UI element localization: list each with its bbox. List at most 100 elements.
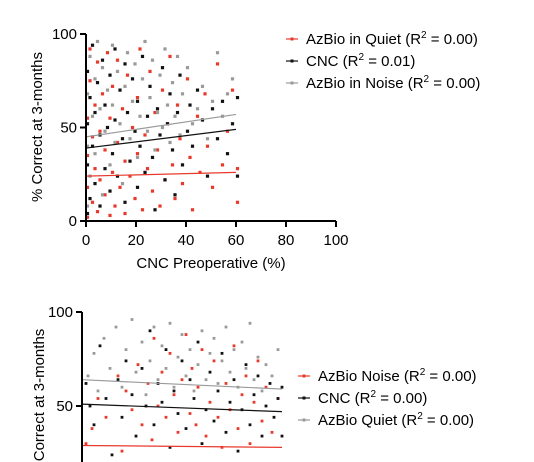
- point-azbio-noise: [200, 348, 204, 351]
- point-azbio-in-quiet: [113, 204, 117, 208]
- plot-1-y-axis-label: % Correct at 3-months: [29, 52, 46, 202]
- point-cnc: [93, 110, 97, 115]
- point-cnc: [103, 103, 107, 107]
- legend-label-azbio-noise: AzBio Noise (R2 = 0.00): [318, 367, 477, 385]
- point-azbio-noise: [264, 385, 268, 389]
- point-azbio-quiet: [220, 359, 224, 363]
- point-azbio-noise: [232, 344, 236, 348]
- point-cnc: [210, 107, 215, 111]
- point-azbio-in-noise: [85, 204, 90, 208]
- point-cnc: [276, 397, 280, 400]
- point-azbio-in-quiet: [203, 92, 207, 96]
- point-cnc: [113, 47, 117, 51]
- plot-1-legend: AzBio in Quiet (R2 = 0.00) CNC (R2 = 0.01…: [286, 30, 480, 92]
- point-azbio-quiet: [264, 363, 268, 367]
- point-cnc: [225, 152, 230, 156]
- point-cnc: [158, 133, 162, 137]
- point-azbio-in-noise: [230, 77, 235, 81]
- point-cnc: [173, 193, 177, 197]
- point-azbio-quiet: [148, 359, 152, 363]
- point-azbio-noise: [90, 427, 94, 430]
- point-cnc: [260, 434, 264, 438]
- y-tick-label: 100: [52, 26, 77, 43]
- point-cnc: [195, 88, 200, 92]
- point-cnc: [165, 122, 170, 126]
- point-azbio-quiet: [164, 367, 168, 370]
- point-azbio-in-noise: [110, 43, 115, 47]
- x-tick-label: 80: [278, 232, 295, 249]
- point-azbio-in-noise: [118, 122, 122, 126]
- point-cnc: [135, 185, 140, 189]
- point-azbio-in-quiet: [85, 215, 90, 219]
- legend-label-cnc: CNC (R2 = 0.00): [318, 389, 427, 407]
- point-azbio-in-noise: [175, 54, 180, 59]
- point-azbio-in-noise: [215, 51, 220, 55]
- point-cnc: [184, 427, 188, 430]
- plot-2: 50 100 Correct at 3-months AzBio Noise (R…: [31, 304, 477, 462]
- point-azbio-noise: [150, 438, 154, 442]
- point-azbio-in-quiet: [88, 79, 92, 83]
- point-azbio-quiet: [256, 355, 260, 359]
- point-cnc: [205, 174, 210, 178]
- y-tick-label: 50: [56, 398, 73, 415]
- point-azbio-in-quiet: [153, 110, 157, 115]
- point-azbio-in-noise: [153, 148, 157, 152]
- point-azbio-in-quiet: [123, 159, 127, 163]
- point-azbio-in-quiet: [98, 129, 102, 133]
- x-tick-label: 40: [178, 232, 195, 249]
- point-azbio-in-quiet: [215, 62, 220, 66]
- point-azbio-quiet: [152, 325, 156, 329]
- point-cnc: [145, 114, 150, 118]
- point-azbio-in-quiet: [138, 47, 142, 51]
- point-azbio-quiet: [156, 378, 160, 382]
- point-azbio-quiet: [252, 378, 256, 382]
- point-azbio-in-noise: [85, 144, 90, 148]
- point-azbio-noise: [270, 430, 274, 434]
- plot-1-points: [85, 39, 240, 219]
- point-azbio-in-quiet: [108, 116, 112, 120]
- point-azbio-quiet: [120, 385, 124, 389]
- point-azbio-noise: [190, 367, 194, 370]
- y-tick-label: 0: [69, 213, 77, 230]
- point-azbio-in-noise: [100, 193, 105, 197]
- point-azbio-in-quiet: [130, 125, 135, 130]
- point-cnc: [130, 77, 135, 81]
- point-cnc: [120, 137, 125, 141]
- point-azbio-in-quiet: [93, 167, 97, 171]
- point-azbio-in-quiet: [150, 189, 155, 193]
- point-azbio-in-quiet: [235, 200, 240, 204]
- point-azbio-noise: [224, 382, 228, 385]
- point-azbio-quiet: [232, 348, 236, 351]
- point-azbio-in-quiet: [115, 58, 120, 62]
- point-azbio-quiet: [228, 370, 232, 374]
- point-azbio-in-noise: [110, 103, 115, 107]
- point-azbio-in-quiet: [108, 213, 112, 217]
- point-azbio-noise: [208, 400, 212, 404]
- fit-line-cnc: [81, 403, 283, 413]
- point-azbio-in-quiet: [235, 167, 240, 171]
- point-azbio-quiet: [204, 378, 208, 382]
- point-azbio-in-noise: [143, 39, 147, 44]
- point-cnc: [103, 167, 107, 171]
- point-azbio-in-quiet: [198, 170, 202, 174]
- point-azbio-in-quiet: [180, 182, 185, 186]
- point-cnc: [90, 144, 95, 148]
- point-cnc: [232, 378, 236, 382]
- point-azbio-noise: [188, 412, 192, 415]
- point-azbio-quiet: [180, 333, 184, 336]
- point-azbio-in-noise: [135, 155, 140, 160]
- point-cnc: [160, 400, 164, 404]
- y-tick-label: 50: [60, 120, 77, 137]
- point-azbio-in-noise: [105, 88, 110, 92]
- point-azbio-quiet: [176, 355, 180, 359]
- point-azbio-in-quiet: [85, 185, 90, 189]
- point-azbio-in-noise: [178, 133, 182, 137]
- point-azbio-quiet: [124, 348, 128, 351]
- point-azbio-in-quiet: [133, 196, 137, 201]
- point-azbio-noise: [172, 393, 176, 397]
- point-azbio-quiet: [172, 385, 176, 389]
- point-azbio-in-quiet: [145, 167, 150, 171]
- point-cnc: [224, 430, 228, 434]
- point-cnc: [110, 152, 115, 156]
